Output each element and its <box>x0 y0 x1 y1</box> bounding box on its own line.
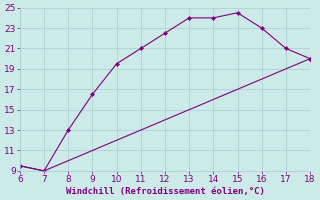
X-axis label: Windchill (Refroidissement éolien,°C): Windchill (Refroidissement éolien,°C) <box>66 187 264 196</box>
